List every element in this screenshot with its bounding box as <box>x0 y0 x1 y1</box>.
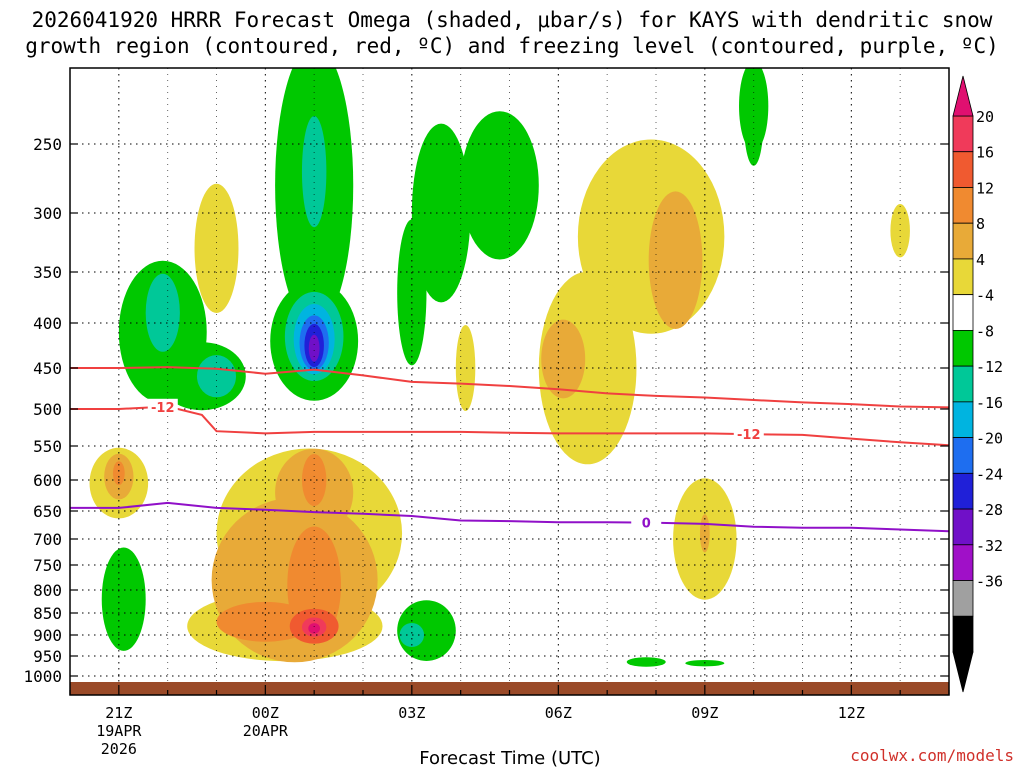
colorbar-label-4: 8 <box>976 215 985 233</box>
omega-region-18 <box>455 325 476 411</box>
colorbar-label-14: -36 <box>976 573 1003 591</box>
colorbar-label-2: 16 <box>976 144 994 162</box>
colorbar-segment-14 <box>952 580 974 617</box>
chart-title-line-1: 2026041920 HRRR Forecast Omega (shaded, … <box>31 8 993 32</box>
y-tick-label-400: 400 <box>33 314 62 333</box>
colorbar-segment-5 <box>952 258 974 296</box>
omega-region-21 <box>648 191 703 329</box>
omega-region-31 <box>216 601 315 642</box>
x-tick-sublabel: 20APR <box>243 722 289 740</box>
y-tick-label-950: 950 <box>33 647 62 666</box>
y-tick-label-650: 650 <box>33 502 62 521</box>
colorbar-label-12: -28 <box>976 501 1003 519</box>
colorbar-label-13: -32 <box>976 537 1003 555</box>
contour-dendritic-top <box>70 366 949 409</box>
contour-label-bg <box>733 426 764 442</box>
y-tick-label-800: 800 <box>33 581 62 600</box>
colorbar-label-10: -20 <box>976 430 1003 448</box>
x-tick-sublabel: 19APR <box>96 722 142 740</box>
omega-region-13 <box>411 123 471 303</box>
colorbar-label-9: -16 <box>976 394 1003 412</box>
contour-label-dendritic-bottom-1: -12 <box>151 401 175 416</box>
colorbar-segment-8 <box>952 365 974 403</box>
omega-region-4 <box>196 355 237 398</box>
colorbar-segment-2 <box>952 151 974 188</box>
colorbar-segment-4 <box>952 222 974 260</box>
x-tick-label-00Z: 00Z <box>252 704 279 722</box>
x-axis-label: Forecast Time (UTC) <box>419 748 600 768</box>
y-tick-label-750: 750 <box>33 556 62 575</box>
colorbar-segment-11 <box>952 472 974 510</box>
colorbar-label-7: -8 <box>976 322 994 340</box>
y-tick-label-900: 900 <box>33 626 62 645</box>
credit-label: coolwx.com/models <box>850 746 1014 765</box>
omega-region-41 <box>399 622 425 648</box>
omega-region-22 <box>541 319 586 399</box>
colorbar-label-8: -12 <box>976 358 1003 376</box>
x-tick-label-09Z: 09Z <box>691 704 718 722</box>
omega-region-42 <box>626 657 666 667</box>
omega-region-14 <box>460 111 539 260</box>
colorbar-segment-9 <box>952 401 974 439</box>
colorbar-segment-6 <box>952 294 974 331</box>
omega-region-38 <box>699 514 710 553</box>
colorbar-label-3: 12 <box>976 179 994 197</box>
omega-region-3 <box>145 273 180 352</box>
contour-label-bg <box>147 398 178 414</box>
x-tick-label-03Z: 03Z <box>398 704 425 722</box>
x-tick-label-06Z: 06Z <box>545 704 572 722</box>
colorbar-segment-1 <box>952 115 974 153</box>
colorbar-segment-12 <box>952 508 974 546</box>
x-tick-sublabel: 2026 <box>101 740 137 758</box>
colorbar-label-1: 20 <box>976 108 994 126</box>
y-tick-label-450: 450 <box>33 359 62 378</box>
y-tick-label-700: 700 <box>33 530 62 549</box>
colorbar-label-11: -24 <box>976 465 1003 483</box>
contour-label-dendritic-bottom-2: -12 <box>737 428 761 443</box>
contour-label-bg <box>631 514 662 530</box>
y-tick-label-250: 250 <box>33 135 62 154</box>
colorbar-segment-15 <box>952 615 974 653</box>
colorbar-segment-7 <box>952 329 974 367</box>
omega-region-12 <box>308 334 320 362</box>
contour-freezing-level <box>70 501 949 533</box>
colorbar-bottom-arrow <box>952 651 974 693</box>
colorbar-segment-13 <box>952 544 974 581</box>
contour-dendritic-bottom <box>70 405 949 447</box>
ground-surface-bar <box>70 682 949 695</box>
omega-region-36 <box>308 623 321 634</box>
y-tick-label-550: 550 <box>33 437 62 456</box>
omega-region-33 <box>301 454 327 506</box>
colorbar-segment-3 <box>952 187 974 224</box>
omega-region-15 <box>397 219 427 366</box>
colorbar-segment-10 <box>952 437 974 474</box>
contour-label-freezing-level-1: 0 <box>642 517 651 532</box>
colorbar-label-6: -4 <box>976 287 994 305</box>
omega-region-7 <box>301 116 327 228</box>
omega-region-39 <box>101 547 146 651</box>
y-tick-label-600: 600 <box>33 471 62 490</box>
y-tick-label-350: 350 <box>33 263 62 282</box>
colorbar-label-5: 4 <box>976 251 985 269</box>
x-tick-label-12Z: 12Z <box>838 704 865 722</box>
chart-title-line-2: growth region (contoured, red, ºC) and f… <box>25 34 999 58</box>
omega-region-44 <box>743 76 764 166</box>
y-tick-label-1000: 1000 <box>23 667 62 686</box>
y-tick-label-500: 500 <box>33 400 62 419</box>
x-tick-label-21Z: 21Z <box>105 704 132 722</box>
y-tick-label-850: 850 <box>33 604 62 623</box>
colorbar-top-arrow <box>952 75 974 117</box>
y-tick-label-300: 300 <box>33 204 62 223</box>
omega-region-26 <box>112 461 125 486</box>
